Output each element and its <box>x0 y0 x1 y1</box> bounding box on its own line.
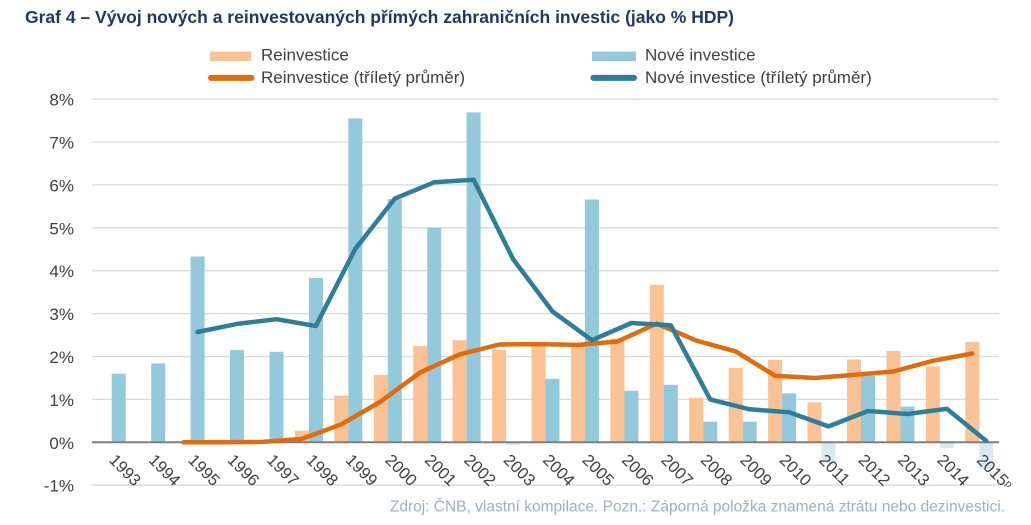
svg-text:8%: 8% <box>49 91 74 110</box>
svg-text:Reinvestice (tříletý průměr): Reinvestice (tříletý průměr) <box>261 68 465 87</box>
svg-text:3%: 3% <box>49 305 74 324</box>
svg-text:-1%: -1% <box>44 477 74 496</box>
svg-text:0%: 0% <box>49 434 74 453</box>
svg-text:Graf 4 – Vývoj nových a reinve: Graf 4 – Vývoj nových a reinvestovaných … <box>25 7 734 27</box>
svg-text:1%: 1% <box>49 391 74 410</box>
svg-text:5%: 5% <box>49 219 74 238</box>
svg-text:4%: 4% <box>49 262 74 281</box>
svg-text:7%: 7% <box>49 134 74 153</box>
svg-text:Nové investice (tříletý průměr: Nové investice (tříletý průměr) <box>645 68 872 87</box>
svg-text:6%: 6% <box>49 176 74 195</box>
svg-text:Nové investice: Nové investice <box>645 46 756 65</box>
svg-text:Reinvestice: Reinvestice <box>261 46 349 65</box>
svg-text:2%: 2% <box>49 348 74 367</box>
svg-text:Zdroj: ČNB, vlastní kompilace.: Zdroj: ČNB, vlastní kompilace. Pozn.: Zá… <box>390 499 1005 516</box>
